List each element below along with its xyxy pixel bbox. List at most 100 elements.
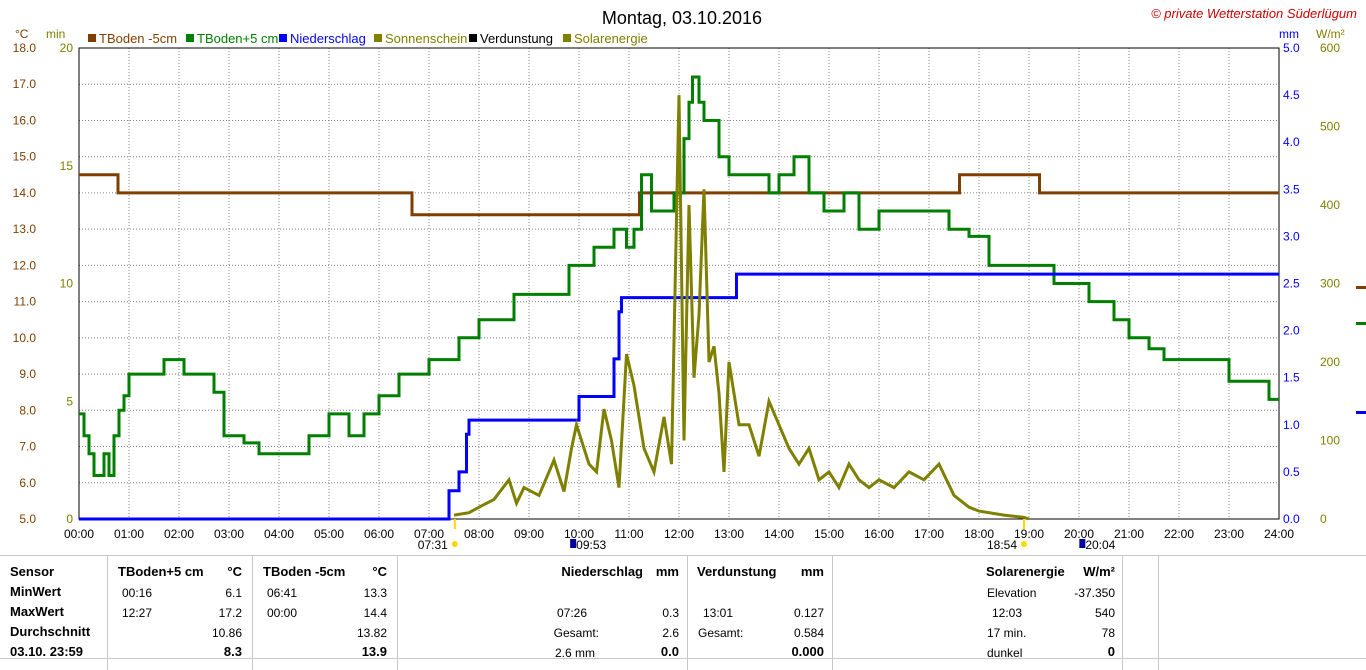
y-tick-right: 3.5 [1283,182,1300,196]
y-tick-right: 4.0 [1283,135,1300,149]
right-axis-unit: mm [1279,27,1299,41]
legend-swatch [469,34,477,42]
tb5-avg: 10.86 [211,626,242,640]
col-empty [1123,555,1159,670]
x-tick-label: 06:00 [364,527,394,541]
x-tick-label: 01:00 [114,527,144,541]
x-tick-label: 21:00 [1114,527,1144,541]
x-tick-label: 04:00 [264,527,294,541]
x-tick-label: 24:00 [1264,527,1294,541]
x-tick-label: 19:00 [1014,527,1044,541]
legend-label: Niederschlag [290,31,366,46]
evap-sum-label: Gesamt: [698,626,744,640]
x-tick-label: 12:00 [664,527,694,541]
right-mark-tb5 [1356,322,1366,325]
legend-label: TBoden -5cm [99,31,177,46]
sun-icon [1021,541,1027,547]
plot-frame [78,47,1280,520]
right-axis2-unit: W/m² [1316,27,1345,41]
tbm5-max: 14.4 [363,606,387,620]
tb5-last: 8.3 [223,644,242,659]
row-last: 03.10. 23:59 [10,644,84,659]
evap-max-time: 13:01 [703,606,734,620]
y-tick-right2: 0 [1320,512,1327,526]
col-rain: Niederschlag mm 07:26 0.3 Gesamt: 2.6 2.… [398,555,688,670]
sunrise-label: 07:31 [418,538,448,552]
y-tick-right: 1.0 [1283,418,1300,432]
sunset-label: 18:54 [987,538,1017,552]
moon-icon [570,539,577,548]
rain-name: Niederschlag [561,564,643,579]
y-tick-left: 11.0 [14,295,37,309]
tb5-max: 17.2 [218,606,242,620]
col-sensor: Sensor MinWert MaxWert Durchschnitt 03.1… [0,555,108,670]
x-tick-label: 17:00 [914,527,944,541]
rain-last: 0.0 [660,644,679,659]
col-solar: Solarenergie W/m² Elevation -37.350 12:0… [833,555,1123,670]
left-axis-unit: °C [15,27,29,41]
x-tick-label: 11:00 [614,527,643,541]
col-tbm5: TBoden -5cm °C 06:41 13.3 00:00 14.4 13.… [253,555,398,670]
solar-min17-label: 17 min. [987,626,1027,640]
rain-unit: mm [655,564,679,579]
rain-max-time: 07:26 [557,606,588,620]
solar-unit: W/m² [1083,564,1115,579]
legend-label: Sonnenschein [385,31,467,46]
y-tick-right2: 100 [1320,434,1340,448]
series-line [79,173,1279,217]
row-min: MinWert [10,584,62,599]
col-tb5: TBoden+5 cm °C 00:16 6.1 12:27 17.2 10.8… [108,555,253,670]
x-tick-label: 05:00 [314,527,344,541]
tb5-unit: °C [227,564,242,579]
x-tick-label: 09:00 [514,527,544,541]
y-tick-right: 0.0 [1283,512,1300,526]
y-tick-right: 4.5 [1283,88,1300,102]
y-tick-left: 13.0 [13,222,37,236]
x-tick-label: 10:00 [564,527,594,541]
x-tick-label: 08:00 [464,527,494,541]
x-tick-label: 16:00 [864,527,894,541]
right-margin-ticks [1356,286,1366,414]
tb5-min: 6.1 [225,586,242,600]
tb5-name: TBoden+5 cm [118,564,204,579]
x-tick-label: 03:00 [214,527,244,541]
rain-max: 0.3 [662,606,679,620]
y-tick-right2: 600 [1320,41,1340,55]
col-evap: Verdunstung mm 13:01 0.127 Gesamt: 0.584… [688,555,833,670]
series-line [453,95,1030,521]
tbm5-unit: °C [372,564,387,579]
legend: TBoden -5cm TBoden+5 cm Niederschlag Sonnen… [88,31,648,46]
y-tick-labels: 5.0 6.0 7.0 8.0 9.0 10.0 11.0 12.0 13.0 14.0 15.0 1… [13,41,1341,526]
y-tick-left: 9.0 [19,367,36,381]
evap-max: 0.127 [793,606,824,620]
sun-moon-markers: 07:31 18:54 09:53 20:04 [418,519,1116,552]
solar-max: 540 [1094,606,1115,620]
moon-label: 20:04 [1085,538,1115,552]
y-tick-left: 16.0 [13,113,37,127]
moon-icon [1079,539,1086,548]
y-tick-right: 5.0 [1283,41,1300,55]
rain-sum: 2.6 [662,626,679,640]
evap-unit: mm [800,564,824,579]
legend-swatch [563,34,571,42]
moon-label: 09:53 [576,538,606,552]
series-line [79,272,1279,521]
y-tick-right: 1.5 [1283,371,1300,385]
x-tick-label: 22:00 [1164,527,1194,541]
solar-min17: 78 [1101,626,1115,640]
y-tick-right2: 300 [1320,277,1340,291]
y-tick-left: 18.0 [13,41,37,55]
legend-label: Verdunstung [480,31,553,46]
copyright-text: © private Wetterstation Süderlügum [1151,6,1357,21]
x-tick-label: 23:00 [1214,527,1244,541]
right-mark-rain [1356,411,1366,414]
y-tick-left: 17.0 [13,77,37,91]
x-tick-labels: 00:00 01:00 02:00 03:00 04:00 05:00 06:00 07:00… [64,527,1294,541]
y-tick-right: 2.5 [1283,277,1300,291]
series-group [79,75,1279,521]
y-tick-left: 6.0 [19,476,36,490]
y-tick-left: 15.0 [13,150,37,164]
solar-name: Solarenergie [986,564,1065,579]
x-tick-label: 15:00 [814,527,844,541]
sensor-header: Sensor [10,564,55,579]
